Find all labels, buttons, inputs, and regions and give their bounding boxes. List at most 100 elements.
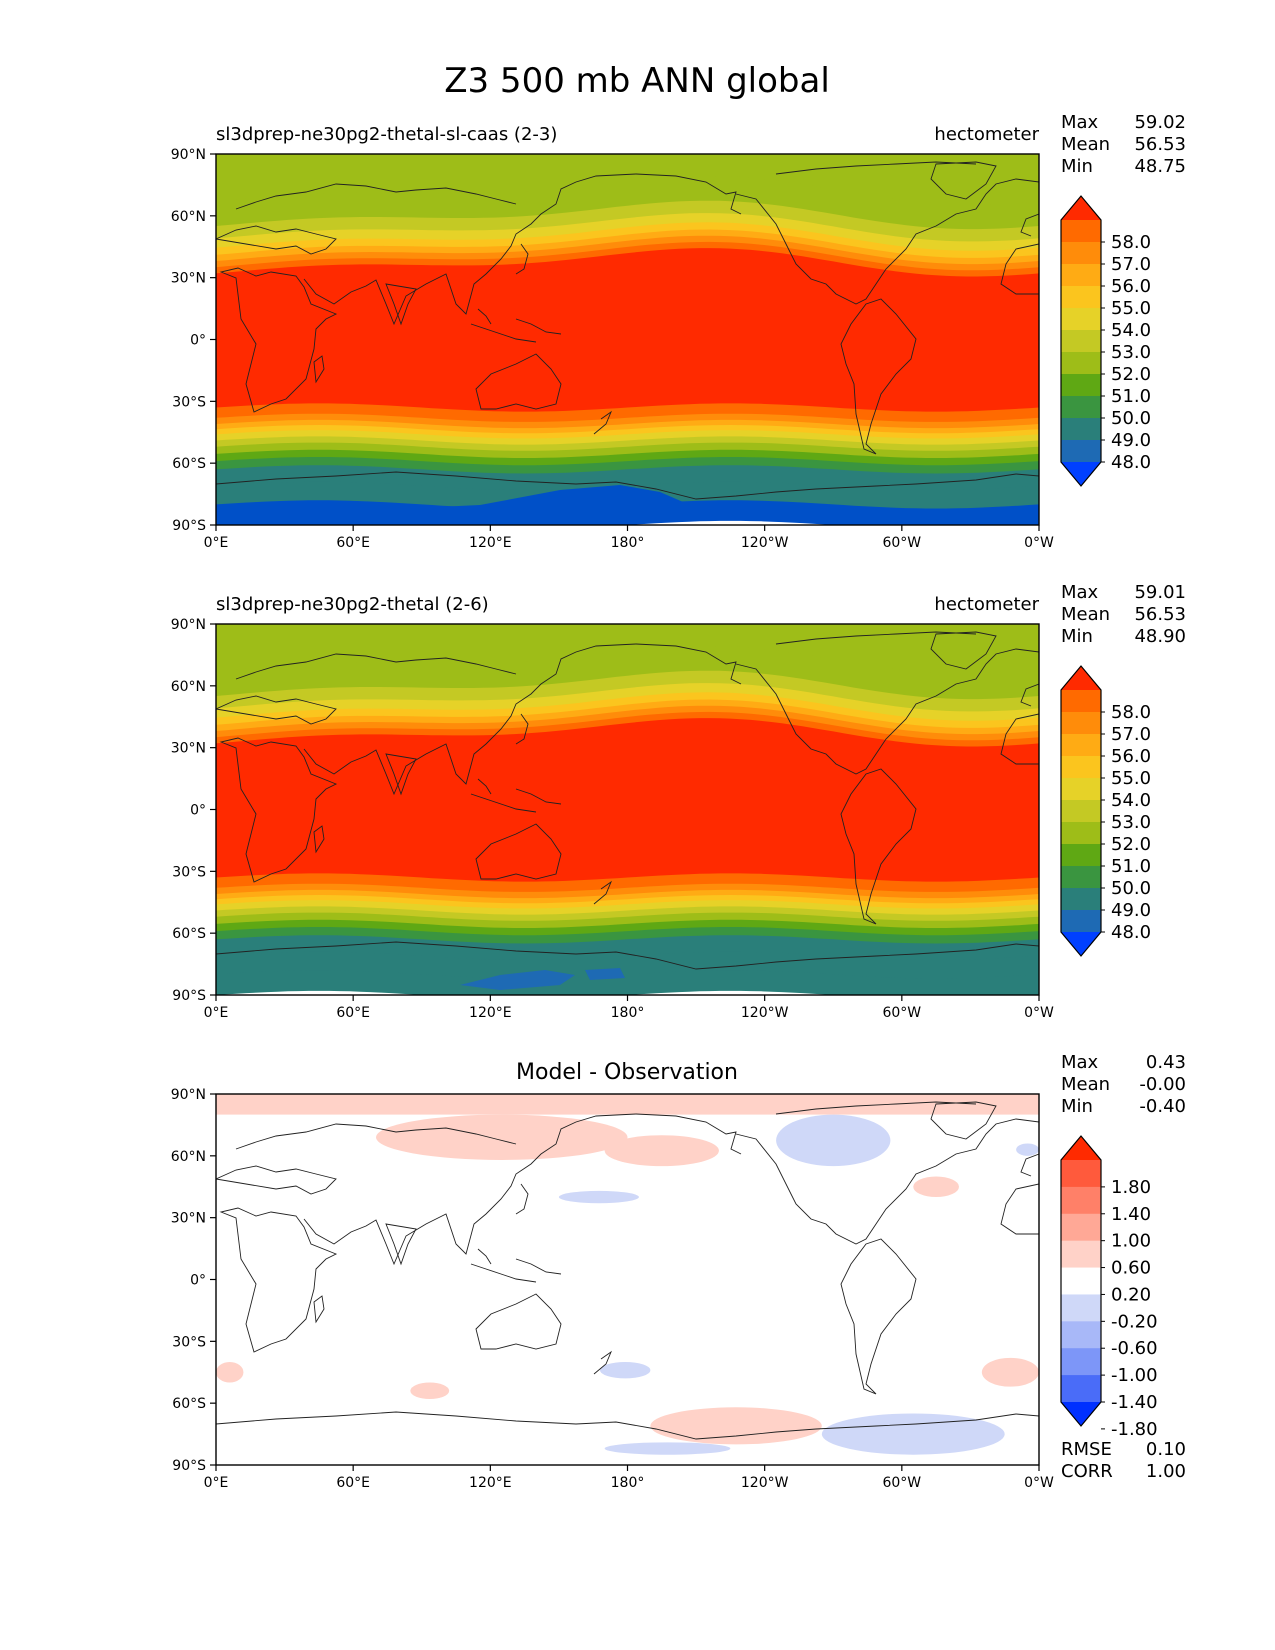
- xtick-label: 0°W: [1024, 1005, 1054, 1021]
- anomaly-region: [216, 1094, 1039, 1115]
- stat-value: -0.00: [1139, 1074, 1186, 1095]
- colorbar-segment: [1061, 264, 1101, 287]
- colorbar-label: 54.0: [1111, 790, 1151, 811]
- anomaly-region: [650, 1407, 822, 1445]
- anomaly-region: [776, 1114, 891, 1167]
- panel-3-xticks: 0°E 60°E 120°E 180° 120°W 60°W 0°W: [204, 1465, 1054, 1491]
- colorbar-label: 0.20: [1111, 1284, 1151, 1305]
- panel-1-min-region: [216, 485, 690, 525]
- panel-2-colorbar: 58.057.056.055.054.053.052.051.050.049.0…: [1060, 665, 1151, 957]
- colorbar-label: 51.0: [1111, 386, 1151, 407]
- colorbar-label: -1.40: [1111, 1392, 1158, 1413]
- xtick-label: 0°W: [1024, 535, 1054, 551]
- anomaly-region: [913, 1176, 959, 1198]
- xtick-label: 120°E: [469, 535, 512, 551]
- ytick-label: 0°: [190, 803, 206, 819]
- ytick-label: 90°N: [171, 617, 206, 633]
- anomaly-region: [216, 1361, 244, 1383]
- panel-1-colorbar: 58.057.056.055.054.053.052.051.050.049.0…: [1060, 195, 1151, 487]
- colorbar-label: 55.0: [1111, 298, 1151, 319]
- stat-label: Max: [1061, 582, 1099, 603]
- xtick-label: 60°W: [882, 1475, 921, 1491]
- panel-3-anomalies: [216, 1094, 1039, 1455]
- anomaly-region: [410, 1382, 450, 1400]
- stat-value: 56.53: [1134, 604, 1186, 625]
- panel-3-stats: Max 0.43 Mean -0.00 Min -0.40: [1061, 1052, 1186, 1117]
- ytick-label: 30°N: [171, 1211, 206, 1227]
- contour-band: [216, 624, 1039, 675]
- colorbar-label: 48.0: [1111, 922, 1151, 943]
- colorbar-segment: [1061, 330, 1101, 353]
- colorbar-label: 54.0: [1111, 320, 1151, 341]
- xtick-label: 60°E: [336, 1005, 370, 1021]
- ytick-label: 30°N: [171, 271, 206, 287]
- colorbar-arrow-bottom: [1061, 1402, 1101, 1426]
- stat-value: -0.40: [1139, 1096, 1186, 1117]
- colorbar-label: -0.20: [1111, 1311, 1158, 1332]
- ytick-label: 90°S: [172, 1458, 206, 1474]
- anomaly-region: [600, 1361, 651, 1379]
- ytick-label: 60°S: [172, 1396, 206, 1412]
- panel-3-colorbar: 1.80 1.40 1.00 0.60 0.20 -0.20 -0.60 -1.00 -1.40…: [1060, 1135, 1158, 1440]
- stat-label: Max: [1061, 1052, 1099, 1073]
- colorbar-arrow-top: [1061, 666, 1101, 690]
- colorbar-segment: [1061, 866, 1101, 889]
- xtick-label: 180°: [611, 1475, 645, 1491]
- xtick-label: 60°W: [882, 1005, 921, 1021]
- xtick-label: 60°W: [882, 535, 921, 551]
- colorbar-label: 57.0: [1111, 724, 1151, 745]
- anomaly-region: [376, 1114, 628, 1160]
- ytick-label: 60°N: [171, 679, 206, 695]
- panel-1-units: hectometer: [934, 124, 1039, 145]
- stat-value: 0.10: [1146, 1439, 1186, 1460]
- stat-label: Mean: [1061, 134, 1110, 155]
- colorbar-label: 50.0: [1111, 408, 1151, 429]
- xtick-label: 120°W: [741, 535, 789, 551]
- colorbar-segment: [1061, 220, 1101, 243]
- xtick-label: 180°: [611, 1005, 645, 1021]
- panel-3: Model - Observation 90°N 60°N 30°N 0° 30°S 60…: [171, 1052, 1186, 1491]
- colorbar-label: 48.0: [1111, 452, 1151, 473]
- colorbar-label: 56.0: [1111, 746, 1151, 767]
- colorbar-arrow-bottom: [1061, 462, 1101, 486]
- panel-1-title: sl3dprep-ne30pg2-thetal-sl-caas (2-3): [216, 124, 557, 145]
- stat-label: Mean: [1061, 604, 1110, 625]
- anomaly-region: [821, 1413, 1005, 1455]
- colorbar-segment: [1061, 440, 1101, 463]
- xtick-label: 180°: [611, 535, 645, 551]
- colorbar-label: 55.0: [1111, 768, 1151, 789]
- contour-band: [216, 154, 1039, 205]
- stat-value: 48.75: [1134, 156, 1186, 177]
- stat-label: Mean: [1061, 1074, 1110, 1095]
- colorbar-segment: [1061, 910, 1101, 933]
- ytick-label: 0°: [190, 333, 206, 349]
- colorbar-arrow-top: [1061, 196, 1101, 220]
- ytick-label: 30°S: [172, 864, 206, 880]
- colorbar-segment: [1061, 1375, 1101, 1403]
- xtick-label: 120°W: [741, 1005, 789, 1021]
- panel-1-bands: [216, 154, 1039, 525]
- panel-2-yticks: 90°N 60°N 30°N 0° 30°S 60°S 90°S: [171, 617, 216, 1004]
- colorbar-segment: [1061, 1348, 1101, 1376]
- panel-2-stats: Max 59.01 Mean 56.53 Min 48.90: [1061, 582, 1186, 647]
- stat-value: 56.53: [1134, 134, 1186, 155]
- anomaly-region: [981, 1357, 1039, 1387]
- panel-1-yticks: 90°N 60°N 30°N 0° 30°S 60°S 90°S: [171, 147, 216, 534]
- colorbar-label: -0.60: [1111, 1338, 1158, 1359]
- panel-2-title: sl3dprep-ne30pg2-thetal (2-6): [216, 594, 489, 615]
- figure-title: Z3 500 mb ANN global: [444, 61, 830, 101]
- stat-value: 0.43: [1146, 1052, 1186, 1073]
- colorbar-segment: [1061, 1294, 1101, 1322]
- colorbar-segment: [1061, 888, 1101, 911]
- panel-3-title: Model - Observation: [516, 1060, 738, 1085]
- xtick-label: 120°E: [469, 1005, 512, 1021]
- colorbar-label: 53.0: [1111, 342, 1151, 363]
- colorbar-segment: [1061, 1186, 1101, 1215]
- stat-label: Min: [1061, 156, 1093, 177]
- colorbar-segment: [1061, 1321, 1101, 1349]
- panel-2-min-region: [460, 970, 575, 990]
- stat-value: 59.01: [1134, 582, 1186, 603]
- anomaly-region: [604, 1442, 731, 1455]
- colorbar-label: 58.0: [1111, 232, 1151, 253]
- colorbar-label: 57.0: [1111, 254, 1151, 275]
